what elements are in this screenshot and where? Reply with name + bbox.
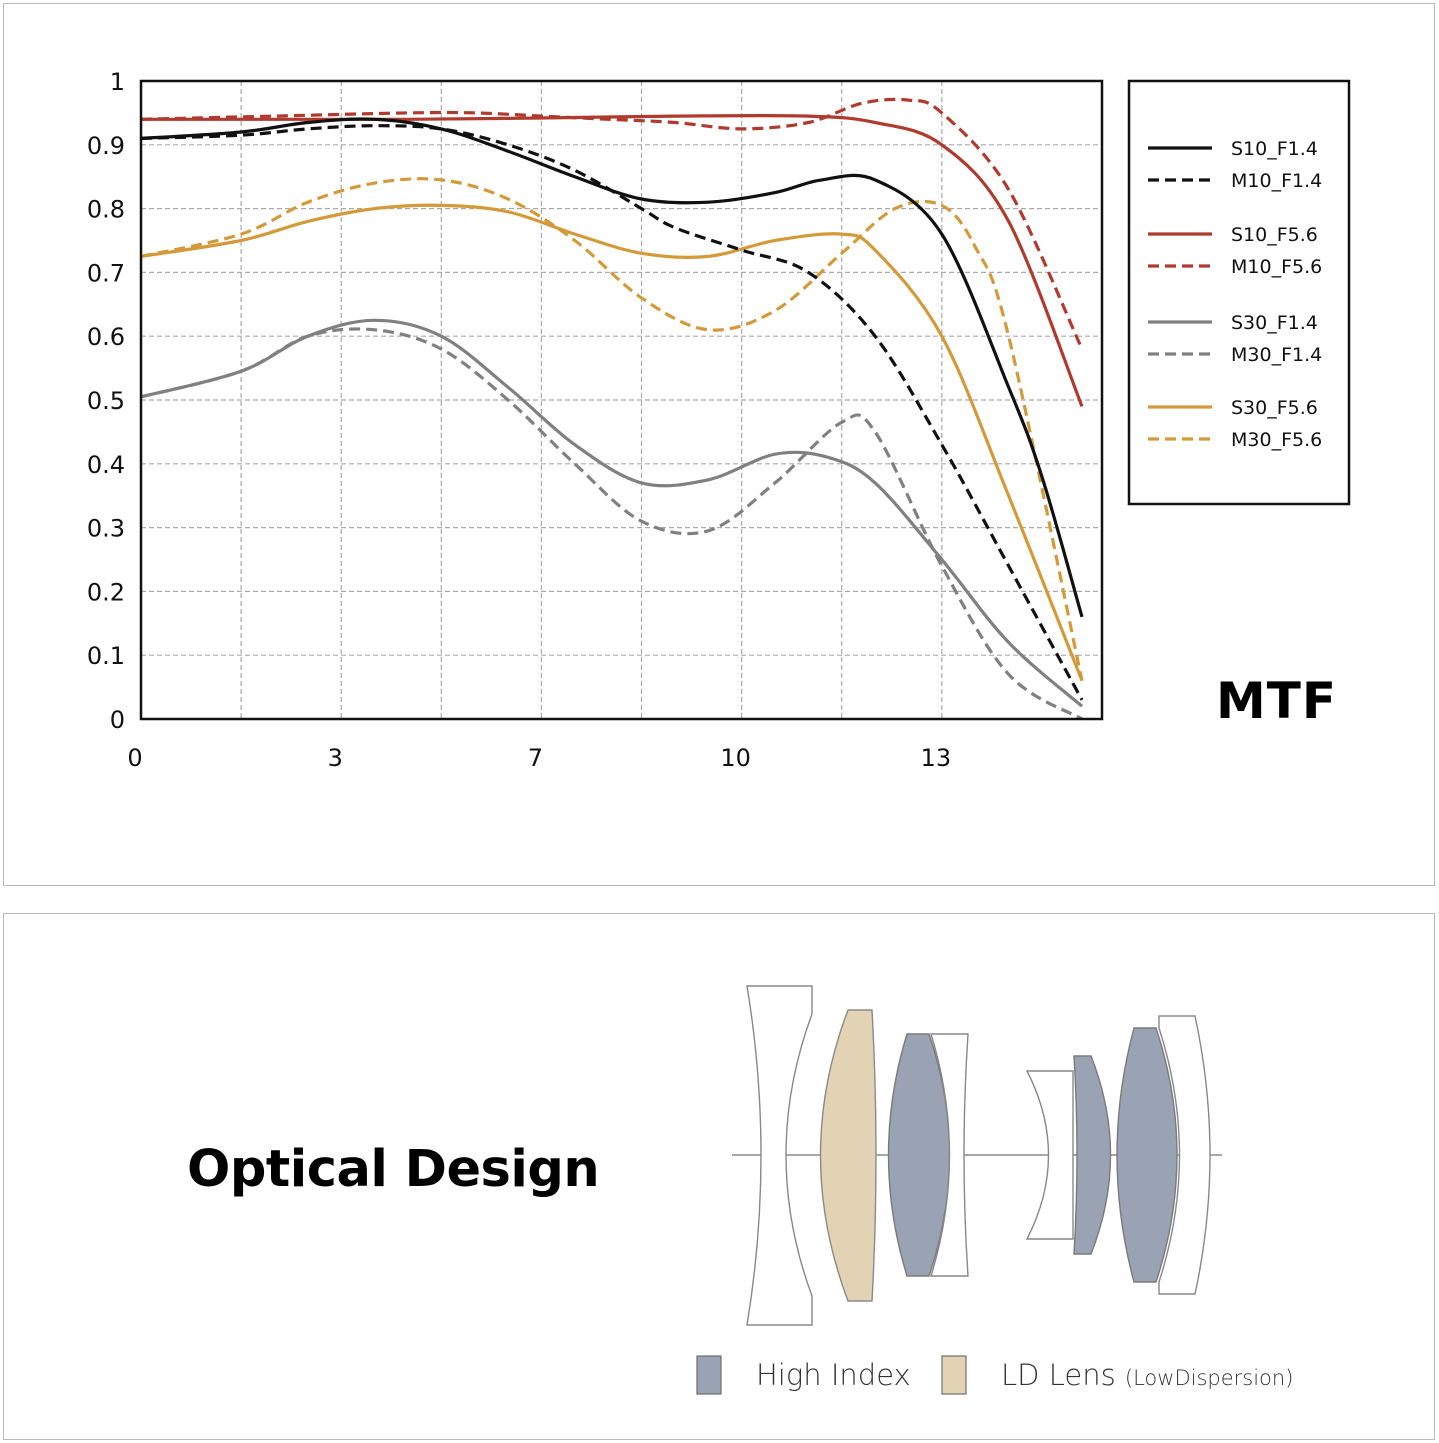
lens-element-1-meniscus [746,985,813,1326]
y-tick-label: 0.9 [87,132,125,160]
lens-element-4 [930,1033,969,1277]
legend-label: S30_F5.6 [1231,397,1318,419]
y-axis-ticks: 0 0.1 0.2 0.3 0.4 0.5 0.6 0.7 0.8 0.9 1 [87,68,125,734]
y-tick-label: 1 [110,68,125,96]
mtf-chart: 0 0.1 0.2 0.3 0.4 0.5 0.6 0.7 0.8 0.9 1 0 3 7 10 13 S1… [87,68,1351,772]
y-tick-label: 0.3 [87,515,125,543]
legend-label: S10_F1.4 [1231,138,1318,160]
series-line-m10-f1-4 [140,124,1084,701]
series-line-m30-f5-6 [140,177,1084,682]
y-tick-label: 0.7 [87,259,125,287]
y-tick-label: 0.8 [87,196,125,224]
legend-label: M10_F5.6 [1231,256,1322,278]
legend-label: S10_F5.6 [1231,224,1318,246]
legend-label: M10_F1.4 [1231,170,1322,192]
legend-label: M30_F5.6 [1231,429,1322,451]
x-tick-label: 10 [720,744,751,772]
series-line-m10-f5-6 [140,97,1084,350]
y-tick-label: 0.4 [87,451,125,479]
lens-element-6-high-index [1073,1055,1112,1255]
legend: S10_F1.4 M10_F1.4 S10_F5.6 M10_F5.6 S30_F1.4… [1148,138,1322,451]
x-tick-label: 7 [528,744,543,772]
high-index-label: High Index [756,1358,911,1392]
y-tick-label: 0.5 [87,387,125,415]
ld-lens-sub-label: (LowDispersion) [1124,1366,1294,1390]
y-tick-label: 0 [110,706,125,734]
lens-element-7-high-index [1116,1027,1178,1283]
ld-lens-swatch [941,1355,967,1395]
chart-series-group [140,97,1084,721]
y-tick-label: 0.1 [87,642,125,670]
lens-element-5 [1025,1070,1074,1240]
legend-label: M30_F1.4 [1231,344,1322,366]
lens-element-8-meniscus [1158,1015,1211,1295]
plot-area-frame [139,79,1104,721]
y-tick-label: 0.2 [87,578,125,606]
lens-element-2-ld [819,1009,877,1302]
x-tick-label: 3 [328,744,343,772]
series-line-s30-f5-6 [140,203,1084,682]
legend-box [1127,79,1351,506]
x-tick-label: 13 [921,744,952,772]
y-tick-label: 0.6 [87,323,125,351]
series-line-m30-f1-4 [140,327,1083,721]
ld-lens-label: LD Lens (LowDispersion) [1001,1358,1293,1392]
x-tick-label: 0 [127,744,142,772]
chart-title: MTF [1216,672,1338,730]
ld-lens-label-main: LD Lens [1001,1358,1116,1392]
x-axis-ticks: 0 3 7 10 13 [127,744,951,772]
series-line-s10-f1-4 [140,117,1084,618]
high-index-swatch [696,1355,722,1395]
legend-label: S30_F1.4 [1231,312,1318,334]
optical-design-title: Optical Design [187,1140,600,1199]
